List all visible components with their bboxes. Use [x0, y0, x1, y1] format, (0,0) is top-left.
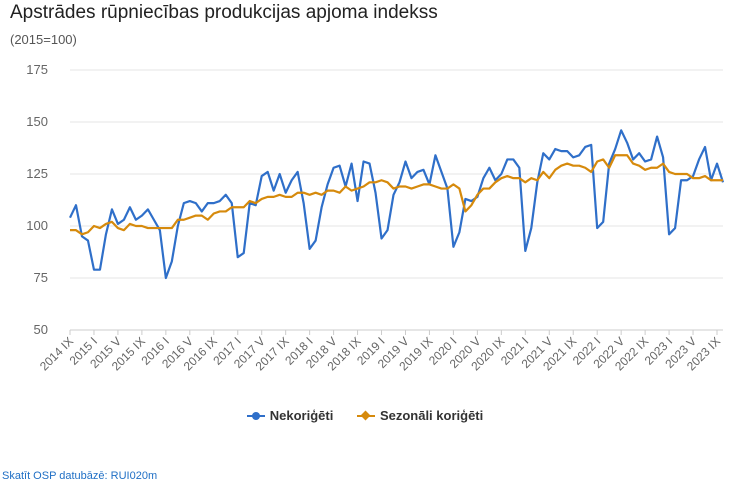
legend-item-sezonali[interactable]: Sezonāli koriģēti: [356, 408, 484, 423]
y-tick-label: 75: [34, 270, 48, 285]
series-line-sezonali[interactable]: [70, 154, 723, 236]
y-tick-label: 100: [26, 218, 48, 233]
database-source-link[interactable]: Skatīt OSP datubāzē: RUI020m: [2, 470, 158, 482]
chart-subtitle: (2015=100): [10, 32, 77, 47]
y-tick-label: 150: [26, 114, 48, 129]
y-tick-label: 125: [26, 166, 48, 181]
y-axis-ticks: 50 75 100 125 150 175: [26, 62, 48, 337]
grid-lines: [70, 69, 723, 331]
legend-label-sezonali: Sezonāli koriģēti: [379, 408, 484, 423]
chart-legend: Nekoriģēti Sezonāli koriģēti: [0, 408, 730, 424]
series-lines: [69, 129, 725, 280]
legend-marker-diamond-icon: [356, 410, 375, 421]
series-line-nekorigeti[interactable]: [69, 129, 725, 280]
chart-title: Apstrādes rūpniecības produkcijas apjoma…: [10, 2, 438, 23]
legend-label-nekorigeti: Nekoriģēti: [269, 408, 334, 423]
legend-marker-circle-icon: [246, 411, 265, 421]
legend-item-nekorigeti[interactable]: Nekoriģēti: [246, 408, 334, 423]
y-tick-label: 50: [34, 322, 48, 337]
y-tick-label: 175: [26, 62, 48, 77]
